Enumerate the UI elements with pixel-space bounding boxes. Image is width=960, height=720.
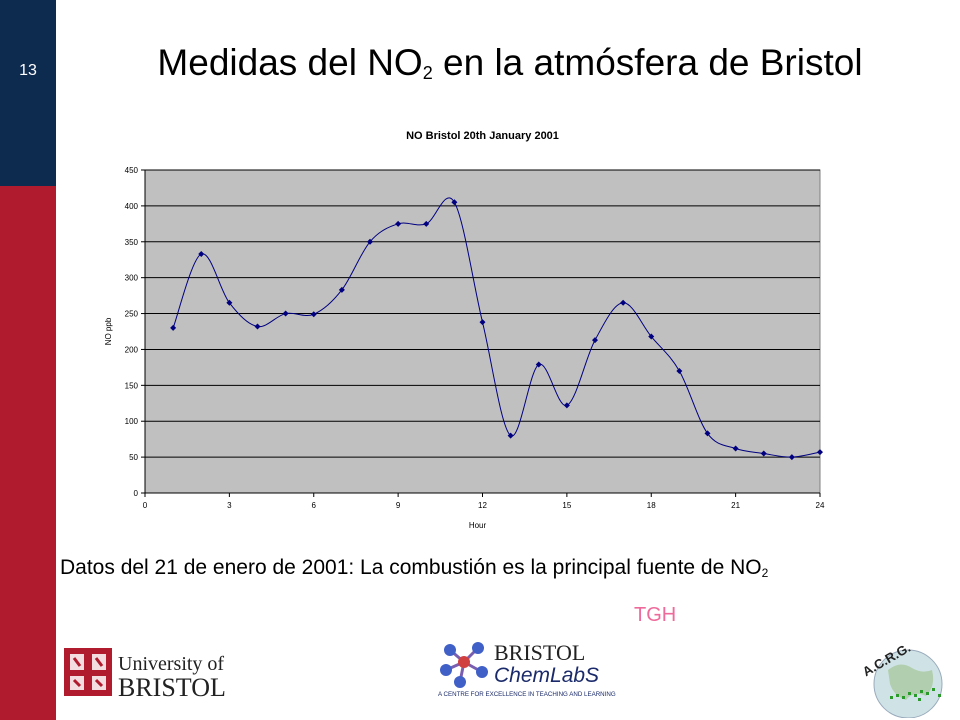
caption-main: Datos del 21 de enero de 2001: La combus… xyxy=(60,556,762,579)
no-line-chart: NO Bristol 20th January 2001050100150200… xyxy=(104,130,825,530)
university-of-bristol-logo: University of BRISTOL xyxy=(64,648,226,700)
x-tick-label: 21 xyxy=(731,501,740,510)
data-point xyxy=(592,337,598,344)
x-tick-label: 24 xyxy=(816,501,825,510)
data-point xyxy=(563,402,570,409)
data-point xyxy=(676,367,683,374)
acrg-logo: A.C.R.G. xyxy=(860,640,943,718)
title-main: Medidas del NO xyxy=(157,42,423,83)
molecule-icon xyxy=(440,642,488,688)
chart-title: NO Bristol 20th January 2001 xyxy=(406,130,559,142)
y-tick-label: 50 xyxy=(129,453,138,462)
data-point xyxy=(170,324,177,331)
data-point xyxy=(760,450,767,457)
data-point xyxy=(367,238,373,245)
x-tick-label: 0 xyxy=(143,501,148,510)
slide-title: Medidas del NO2 en la atmósfera de Brist… xyxy=(60,42,960,84)
caption-subscript: 2 xyxy=(761,566,769,580)
data-point xyxy=(620,299,627,306)
data-point xyxy=(648,333,655,340)
data-point xyxy=(479,319,486,326)
data-point xyxy=(732,445,739,452)
y-axis-label: NO ppb xyxy=(104,317,113,345)
y-tick-label: 200 xyxy=(125,345,139,354)
x-tick-label: 6 xyxy=(312,501,317,510)
dots-icon xyxy=(890,688,941,701)
sidebar-red-band xyxy=(0,186,56,720)
x-tick-label: 12 xyxy=(478,501,487,510)
plot-area xyxy=(144,169,821,494)
uob-line1: University of xyxy=(118,653,224,675)
x-tick-label: 9 xyxy=(396,501,401,510)
data-point xyxy=(451,199,458,206)
y-tick-label: 0 xyxy=(134,489,139,498)
y-tick-label: 100 xyxy=(125,417,139,426)
data-point xyxy=(254,323,261,330)
slide-caption: Datos del 21 de enero de 2001: La combus… xyxy=(60,556,960,580)
data-point xyxy=(338,286,345,293)
data-point xyxy=(535,361,542,368)
chem-line1: BRISTOL xyxy=(494,640,585,665)
y-tick-label: 300 xyxy=(125,274,139,283)
y-tick-label: 450 xyxy=(125,166,139,175)
x-tick-label: 15 xyxy=(562,501,571,510)
data-point xyxy=(704,430,711,437)
chem-tagline: A CENTRE FOR EXCELLENCE IN TEACHING AND … xyxy=(438,691,616,698)
x-tick-label: 18 xyxy=(647,501,656,510)
chem-line2: ChemLabS xyxy=(494,664,599,687)
uob-line2: BRISTOL xyxy=(118,673,226,700)
x-tick-label: 3 xyxy=(227,501,232,510)
title-subscript: 2 xyxy=(422,63,433,83)
slide-number: 13 xyxy=(19,62,37,79)
data-point xyxy=(788,454,795,461)
y-tick-label: 150 xyxy=(125,381,139,390)
y-tick-label: 250 xyxy=(125,310,139,319)
data-point xyxy=(198,250,205,257)
sidebar-navy-band xyxy=(0,0,56,186)
data-point xyxy=(423,220,430,227)
data-point xyxy=(226,299,233,306)
title-rest: en la atmósfera de Bristol xyxy=(432,42,863,83)
bristol-chemlabs-logo: BRISTOL ChemLabS A CENTRE FOR EXCELLENCE… xyxy=(438,640,616,698)
x-axis-label: Hour xyxy=(469,521,487,530)
author-initials: TGH xyxy=(634,604,677,626)
data-point xyxy=(507,432,514,439)
data-point xyxy=(395,220,402,227)
data-point xyxy=(310,311,317,318)
y-tick-label: 400 xyxy=(125,202,139,211)
data-point xyxy=(817,449,823,456)
data-point xyxy=(282,310,289,317)
y-tick-label: 350 xyxy=(125,238,139,247)
